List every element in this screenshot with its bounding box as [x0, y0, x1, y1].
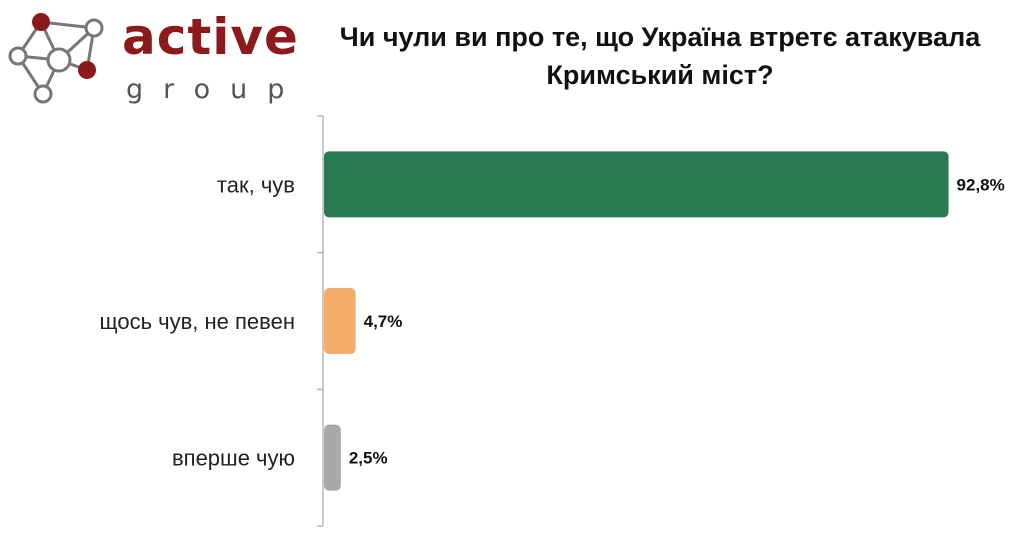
category-label: так, чув: [217, 172, 295, 197]
bar: [324, 151, 949, 218]
category-label: вперше чую: [172, 446, 295, 471]
value-label: 2,5%: [349, 449, 388, 468]
chart-title: Чи чули ви про те, що Україна втретє ата…: [339, 22, 981, 90]
category-label: щось чув, не певен: [99, 309, 295, 334]
network-icon: [8, 13, 104, 104]
bar: [324, 424, 341, 491]
bar-chart: так, чув 92,8% щось чув, не певен 4,7% вперш…: [99, 115, 1005, 527]
active-group-logo: active group: [6, 8, 306, 108]
bar: [324, 288, 356, 354]
value-label: 92,8%: [957, 175, 1005, 194]
value-label: 4,7%: [364, 312, 403, 331]
logo-wordmark: active: [122, 8, 299, 66]
logo-subtitle: group: [126, 74, 305, 105]
